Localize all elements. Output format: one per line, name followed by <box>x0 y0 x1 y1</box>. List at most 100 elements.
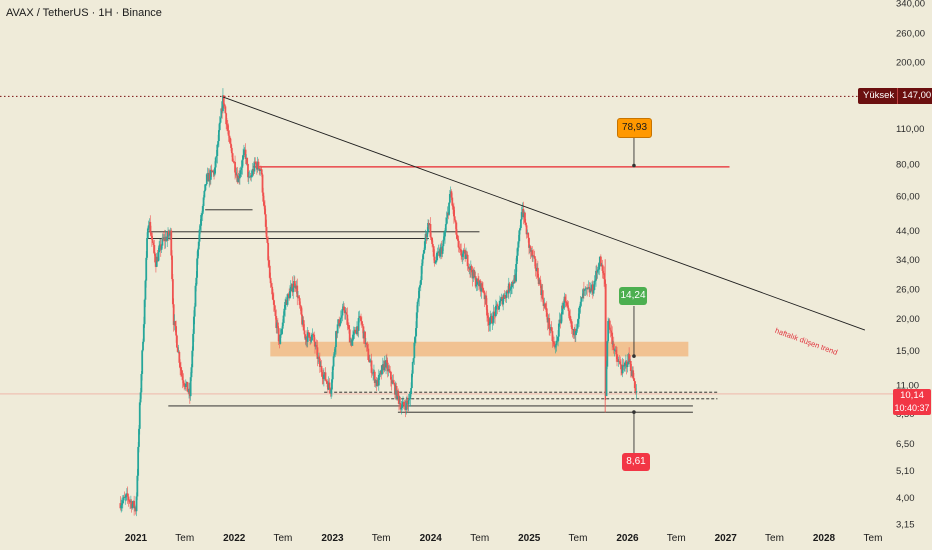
candle-body <box>274 310 277 317</box>
candle-body <box>149 221 152 233</box>
candle-body <box>520 219 522 228</box>
candle-body <box>448 194 451 203</box>
candle-body <box>315 345 318 348</box>
candle-body <box>306 332 309 342</box>
candle-body <box>406 400 408 403</box>
candle-body <box>448 202 450 215</box>
x-axis-tick-label: 2022 <box>223 533 246 544</box>
candle-body <box>430 236 433 238</box>
candle-body <box>475 284 478 287</box>
candle-body <box>251 174 253 176</box>
candle-body <box>244 149 247 159</box>
header-separator: · <box>112 7 123 19</box>
candle-body <box>524 222 527 226</box>
candle-body <box>341 308 344 316</box>
candle-body <box>175 326 178 336</box>
candle-body <box>454 220 457 223</box>
candle-body <box>427 222 429 232</box>
candle-body <box>520 212 523 220</box>
interval-label[interactable]: 1H <box>98 7 113 19</box>
candle-body <box>381 365 383 375</box>
candle-body <box>619 361 622 365</box>
candle-body <box>373 371 376 384</box>
x-axis-tick-label: Tem <box>175 533 194 544</box>
y-axis-tick-label: 5,10 <box>896 466 915 477</box>
candle-body <box>222 95 225 105</box>
candle-body <box>155 256 158 267</box>
candle-body <box>219 117 222 123</box>
candle-body <box>234 172 237 176</box>
candle-body <box>184 383 187 387</box>
candle-body <box>227 130 230 136</box>
candle-body <box>293 281 296 286</box>
bar-countdown: 10:40:37 <box>894 403 930 413</box>
candle-body <box>197 249 199 259</box>
candle-body <box>419 285 421 288</box>
candle-body <box>297 296 300 299</box>
y-axis-tick-label: 15,00 <box>896 346 920 357</box>
candle-body <box>260 169 263 175</box>
candle-body <box>307 332 310 333</box>
candle-body <box>598 263 601 270</box>
candle-body <box>367 348 370 360</box>
candle-body <box>510 287 513 289</box>
x-axis-tick-label: 2021 <box>125 533 148 544</box>
candle-body <box>551 331 554 342</box>
candle-body <box>451 197 454 206</box>
candle-body <box>201 206 204 214</box>
candle-body <box>607 321 610 342</box>
candle-body <box>237 176 240 183</box>
candle-body <box>553 341 555 345</box>
candle-body <box>548 318 551 329</box>
candle-body <box>127 496 130 500</box>
candle-body <box>176 335 178 348</box>
candle-body <box>556 340 559 342</box>
candle-body <box>254 161 257 163</box>
candle-body <box>364 331 366 345</box>
candle-body <box>595 270 597 281</box>
symbol-pair[interactable]: AVAX / TetherUS <box>6 7 89 19</box>
candle-body <box>578 305 581 309</box>
candle-body <box>621 364 624 374</box>
candle-body <box>210 169 213 171</box>
candle-body <box>436 252 438 261</box>
candle-body <box>224 106 227 114</box>
candle-body <box>241 159 244 168</box>
candle-body <box>587 287 589 289</box>
candle-body <box>333 352 336 357</box>
candle-body <box>378 373 381 375</box>
candle-body <box>348 325 350 330</box>
candle-body <box>195 277 198 286</box>
candle-body <box>192 316 195 334</box>
target-label-14[interactable]: 14,24 <box>619 287 647 305</box>
candle-body <box>541 290 544 300</box>
target-label-78[interactable]: 78,93 <box>617 118 652 138</box>
candle-body <box>565 301 568 303</box>
symbol-header[interactable]: AVAX / TetherUS · 1H · Binance <box>6 7 162 19</box>
candle-body <box>146 228 149 238</box>
candle-body <box>608 320 611 330</box>
candle-body <box>584 288 587 290</box>
candle-body <box>135 496 138 512</box>
candle-body <box>441 246 444 254</box>
last-price-value: 10,14 <box>900 390 924 401</box>
candle-body <box>420 265 423 281</box>
candle-body <box>583 289 586 291</box>
candle-body <box>301 314 303 325</box>
candle-body <box>250 175 253 178</box>
candle-body <box>151 239 154 243</box>
candle-body <box>601 264 604 271</box>
candle-body <box>225 113 228 125</box>
candle-body <box>146 237 148 258</box>
candle-body <box>223 104 226 107</box>
candle-body <box>444 224 447 231</box>
candle-body <box>286 294 289 305</box>
candle-body <box>153 244 156 254</box>
candle-body <box>268 260 270 266</box>
x-axis-tick-label: Tem <box>667 533 686 544</box>
candle-body <box>166 236 169 241</box>
target-label-8[interactable]: 8,61 <box>622 453 650 471</box>
